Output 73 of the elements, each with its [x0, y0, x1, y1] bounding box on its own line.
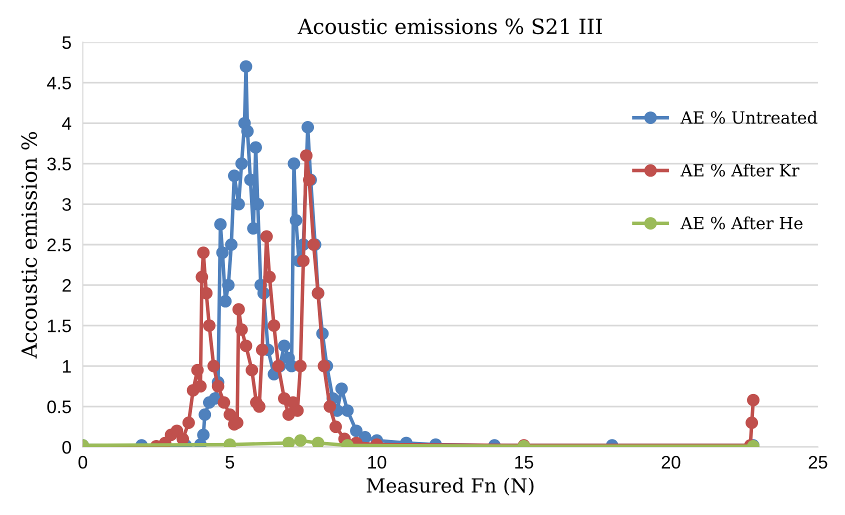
- point: [222, 278, 235, 292]
- point: [216, 246, 229, 259]
- y-tick-label: 0.5: [47, 400, 71, 414]
- point: [240, 340, 252, 352]
- y-axis-title: Accoustic emission %: [21, 132, 38, 359]
- y-tick-label: 3.5: [47, 158, 71, 170]
- point: [170, 424, 184, 438]
- point: [297, 254, 310, 268]
- x-tick-label: 0: [78, 456, 88, 469]
- x-tick-label: 25: [808, 456, 828, 469]
- point: [218, 396, 230, 409]
- y-tick-label: 4.5: [47, 76, 71, 90]
- y-tick-label: 2: [62, 279, 71, 292]
- x-tick-label: 15: [515, 456, 534, 469]
- y-tick-label: 1.5: [48, 320, 71, 332]
- x-tick-label: 20: [662, 456, 680, 469]
- point: [235, 157, 248, 170]
- point: [294, 434, 307, 447]
- point: [207, 360, 220, 372]
- y-tick-label: 5: [62, 36, 71, 49]
- point: [268, 319, 280, 332]
- point: [212, 380, 224, 393]
- point: [249, 141, 262, 154]
- point: [203, 319, 216, 332]
- point: [240, 60, 252, 73]
- y-tick-label: 1: [63, 360, 71, 373]
- legend-label: AE % After Kr: [680, 164, 800, 177]
- point: [232, 303, 245, 316]
- point: [335, 382, 348, 395]
- point: [197, 428, 210, 442]
- x-tick-label: 10: [368, 456, 386, 469]
- point: [182, 416, 195, 429]
- legend-label: AE % Untreated: [680, 110, 818, 124]
- point: [318, 360, 330, 372]
- point: [291, 404, 304, 417]
- point: [235, 323, 248, 336]
- chart-title: Acoustic emissions % S21 III: [298, 18, 602, 34]
- point: [288, 157, 300, 170]
- point: [252, 400, 266, 413]
- point: [282, 436, 295, 448]
- point: [256, 344, 268, 356]
- point: [214, 218, 227, 231]
- y-tick-label: 0: [62, 440, 71, 454]
- y-tick-label: 4: [62, 117, 72, 130]
- point: [290, 214, 302, 227]
- point: [246, 364, 258, 376]
- point: [224, 408, 236, 421]
- point: [302, 120, 314, 134]
- x-tick-label: 5: [226, 456, 234, 469]
- point: [263, 270, 276, 284]
- point: [260, 230, 273, 243]
- point: [278, 340, 290, 352]
- point: [197, 246, 210, 259]
- point: [219, 295, 232, 308]
- legend-label: AE % After He: [680, 216, 802, 230]
- point: [747, 394, 760, 406]
- x-axis-title: Measured Fn (N): [366, 478, 534, 496]
- point: [191, 364, 204, 376]
- point: [228, 170, 240, 182]
- point: [329, 420, 342, 434]
- point: [350, 424, 363, 438]
- point: [241, 125, 254, 138]
- point: [324, 400, 336, 413]
- point: [312, 436, 324, 448]
- point: [300, 149, 313, 162]
- y-tick-label: 3: [62, 198, 71, 211]
- point: [225, 238, 238, 251]
- y-tick-label: 2.5: [48, 238, 71, 252]
- point: [341, 404, 354, 417]
- point: [198, 408, 212, 421]
- point: [294, 360, 307, 372]
- point: [196, 270, 208, 284]
- point: [746, 416, 758, 429]
